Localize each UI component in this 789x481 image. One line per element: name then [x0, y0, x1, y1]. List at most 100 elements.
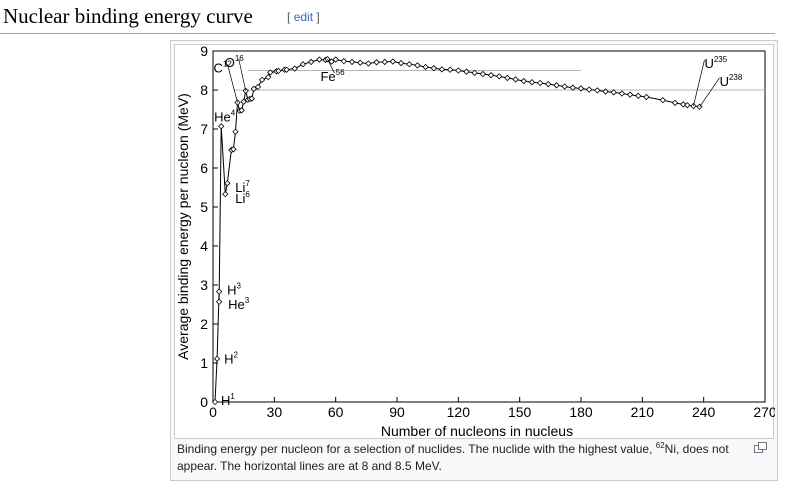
data-point: [536, 79, 544, 87]
data-point: [267, 69, 274, 76]
annotation-mass-number: 3: [237, 282, 242, 291]
section-header: Nuclear binding energy curve [ edit ]: [0, 0, 789, 34]
data-point: [496, 73, 503, 80]
data-point: [561, 83, 568, 90]
data-point: [406, 61, 413, 68]
data-point: [643, 93, 650, 101]
annotation-leader: [227, 64, 238, 103]
data-point: [626, 91, 634, 98]
annotation-mass-number: 16: [235, 54, 244, 63]
annotation-label: U238: [720, 73, 743, 89]
annotation-mass-number: 3: [245, 296, 250, 305]
annotation-mass-number: 56: [336, 68, 345, 77]
section-divider: [0, 33, 775, 34]
x-axis-label: Number of nucleons in nucleus: [381, 423, 573, 439]
data-point: [250, 85, 258, 92]
annotation-mass-number: 235: [714, 55, 728, 64]
data-point: [520, 77, 527, 85]
annotation-element: Li: [235, 180, 245, 195]
annotation-label: Li7: [235, 179, 250, 195]
data-point: [414, 62, 421, 69]
annotation-mass-number: 6: [245, 190, 250, 199]
x-tick-label: 240: [692, 404, 716, 420]
annotation-element: H: [221, 393, 230, 408]
data-point: [222, 190, 229, 198]
data-point: [348, 58, 356, 66]
data-point: [283, 66, 290, 73]
data-point: [211, 398, 219, 406]
annotation-element: O: [225, 55, 235, 70]
y-axis-label: Average binding energy per nucleon (MeV): [175, 93, 191, 360]
annotation-element: U: [720, 74, 729, 89]
data-point: [238, 107, 245, 114]
section-title: Nuclear binding energy curve: [3, 4, 253, 28]
y-tick-label: 3: [200, 277, 208, 293]
magnify-box-front: [758, 442, 767, 450]
chart-image[interactable]: 0 30 60 90 120 150 180 210 240 270 0 1 2 3 4 5 6 7 8 9 Numbe…: [174, 44, 775, 439]
figure-thumbnail: 0 30 60 90 120 150 180 210 240 270 0 1 2 3 4 5 6 7 8 9 Numbe…: [170, 40, 778, 481]
data-point: [224, 180, 231, 187]
data-point: [680, 101, 687, 108]
caption-text-start: Binding energy per nucleon for a selecti…: [177, 442, 656, 456]
annotation-label: H2: [224, 351, 238, 367]
data-point: [215, 298, 223, 305]
y-tick-label: 8: [200, 82, 208, 98]
data-point: [545, 80, 552, 88]
annotation-element: Fe: [320, 69, 335, 84]
caption-text-end: Ni, does not appear. The horizontal line…: [177, 442, 729, 473]
data-point: [357, 59, 364, 66]
data-point: [569, 84, 576, 91]
data-point: [332, 56, 339, 63]
data-point: [594, 87, 601, 94]
edit-section-link[interactable]: edit: [293, 10, 314, 24]
data-point: [307, 58, 315, 66]
annotation-leader: [238, 58, 247, 91]
data-point: [248, 95, 256, 102]
x-tick-label: 270: [753, 404, 775, 420]
data-point: [528, 79, 536, 86]
data-point: [512, 76, 519, 83]
edit-section-link-wrapper: [ edit ]: [287, 10, 320, 24]
data-point: [340, 57, 348, 65]
data-point: [671, 99, 679, 107]
caption-superscript: 62: [655, 441, 665, 450]
data-point: [422, 63, 429, 71]
data-point: [487, 72, 495, 79]
data-point: [618, 90, 626, 97]
x-tick-label: 60: [328, 404, 344, 420]
y-tick-label: 1: [200, 355, 208, 371]
annotation-mass-number: 12: [223, 59, 232, 68]
data-point: [328, 58, 335, 65]
data-point: [254, 83, 262, 91]
data-point: [234, 99, 241, 106]
annotation-mass-number: 4: [231, 108, 236, 117]
data-point: [586, 86, 593, 93]
annotation-element: Li: [235, 191, 245, 206]
y-tick-label: 4: [200, 238, 208, 254]
data-point: [215, 288, 223, 295]
plot-frame: [212, 50, 766, 403]
x-tick-label: 30: [267, 404, 283, 420]
annotation-mass-number: 7: [245, 179, 250, 188]
data-point: [659, 96, 666, 104]
data-point: [684, 102, 691, 109]
data-point: [553, 82, 560, 89]
data-point: [438, 66, 446, 73]
data-point: [265, 73, 272, 81]
annotation-leader: [699, 77, 720, 107]
x-tick-label: 150: [508, 404, 532, 420]
annotation-label: H3: [227, 282, 241, 298]
magnify-clip-icon[interactable]: [754, 442, 767, 453]
data-point: [213, 355, 221, 362]
annotation-label: He3: [228, 296, 250, 312]
annotation-label: U235: [704, 55, 727, 71]
figure-caption: Binding energy per nucleon for a selecti…: [177, 441, 747, 475]
data-point: [381, 58, 388, 66]
annotation-label: C12: [214, 59, 233, 75]
data-point: [397, 59, 405, 67]
annotation-element: H: [227, 283, 236, 298]
x-tick-label: 210: [631, 404, 655, 420]
data-point: [479, 70, 487, 78]
data-point: [455, 67, 462, 74]
x-tick-label: 90: [389, 404, 405, 420]
